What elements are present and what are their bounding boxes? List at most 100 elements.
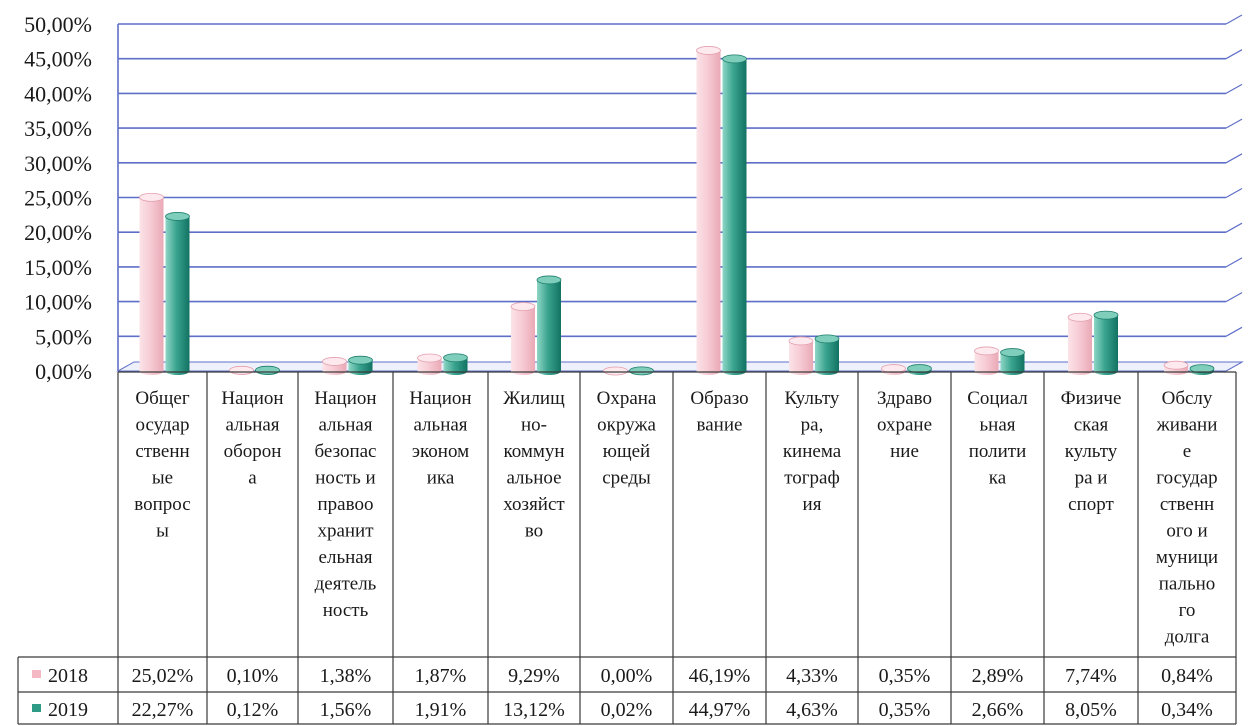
bar-top xyxy=(1000,348,1025,357)
data-label-2019: 2,66% xyxy=(972,699,1024,721)
bar-top xyxy=(139,192,164,202)
gridlines xyxy=(116,14,1244,372)
bar-top xyxy=(229,365,254,375)
bar-body xyxy=(815,338,839,371)
bar-top xyxy=(814,334,840,344)
bar-top xyxy=(1189,364,1215,374)
category-label: Жилищ но-коммун альное хозяйст во xyxy=(503,388,565,542)
legend-swatch-2018 xyxy=(32,670,41,678)
bar-2019-2 xyxy=(255,365,280,375)
data-label-2019: 44,97% xyxy=(689,699,751,721)
bar-2018-8 xyxy=(788,336,814,375)
data-label-2019: 1,56% xyxy=(320,699,372,721)
bar-top xyxy=(603,366,628,376)
bar-body xyxy=(696,50,721,371)
bar-base xyxy=(1000,367,1025,375)
y-tick-label: 5,00% xyxy=(35,324,92,349)
bar-body xyxy=(511,306,535,371)
bar-base xyxy=(511,367,535,375)
bar-body xyxy=(322,361,347,371)
bar-top xyxy=(907,364,932,373)
bar-2019-10 xyxy=(1000,348,1025,375)
bar-base xyxy=(417,367,442,375)
bar-2019-1 xyxy=(165,212,190,375)
gridline-depth xyxy=(1225,49,1243,60)
category-label: Охрана окружа ющей среды xyxy=(597,388,657,489)
category-label: Культу ра, кинема тограф ия xyxy=(783,388,842,515)
data-label-2019: 0,12% xyxy=(227,699,279,721)
gridline-depth xyxy=(1225,14,1243,25)
bar-2018-5 xyxy=(510,302,536,375)
chart-floor xyxy=(116,361,1244,372)
bar-top xyxy=(322,357,347,366)
bar-top xyxy=(536,275,562,285)
bar-body xyxy=(1094,315,1118,371)
data-label-2018: 4,33% xyxy=(786,665,838,687)
bar-2018-4 xyxy=(417,353,442,375)
gridline-depth xyxy=(1225,222,1243,233)
category-label: Обслу живани е государ ственн ого и муници паль… xyxy=(1156,388,1219,648)
bar-2019-9 xyxy=(907,364,932,375)
gridline-depth xyxy=(1225,326,1243,337)
data-label-2018: 7,74% xyxy=(1065,665,1117,687)
bar-2018-2 xyxy=(229,365,254,375)
bar-top xyxy=(881,364,906,373)
bar-body xyxy=(348,360,373,371)
bar-base xyxy=(443,367,468,375)
bar-2019-12 xyxy=(1189,364,1215,375)
category-label: Социал ьная полити ка xyxy=(967,388,1028,489)
bar-base xyxy=(348,367,373,375)
gridline-depth xyxy=(1225,187,1243,199)
bar-top xyxy=(696,46,721,55)
data-label-2019: 0,35% xyxy=(879,699,931,721)
y-tick-label: 50,00% xyxy=(24,12,92,37)
bar-2018-10 xyxy=(974,346,999,375)
bar-2019-3 xyxy=(348,355,373,375)
bar-2018-12 xyxy=(1163,360,1189,375)
bar-base xyxy=(165,367,190,375)
bar-2019-6 xyxy=(629,366,654,376)
bar-body xyxy=(1000,352,1025,371)
bar-2019-5 xyxy=(536,275,562,375)
data-label-2019: 13,12% xyxy=(503,699,565,721)
data-label-2019: 0,34% xyxy=(1161,699,1213,721)
data-label-2019: 22,27% xyxy=(132,699,194,721)
data-label-2018: 0,84% xyxy=(1161,665,1213,687)
gridline-depth xyxy=(1225,118,1243,129)
bar-base xyxy=(696,367,721,375)
bar-top xyxy=(510,302,536,311)
bar-top xyxy=(722,54,747,64)
bar-base xyxy=(815,367,839,375)
bar-top xyxy=(443,353,468,363)
gridline-depth xyxy=(1225,83,1243,94)
bar-top xyxy=(255,365,280,375)
bar-body xyxy=(139,197,164,371)
bar-2019-11 xyxy=(1093,310,1119,375)
data-label-2019: 0,02% xyxy=(601,699,653,721)
data-label-2018: 1,38% xyxy=(320,665,372,687)
y-tick-label: 0,00% xyxy=(35,359,92,384)
bar-top xyxy=(629,366,654,376)
bar-body xyxy=(789,340,813,371)
bar-body xyxy=(1068,317,1092,371)
y-tick-label: 30,00% xyxy=(24,151,92,176)
bar-base xyxy=(322,367,347,375)
bar-base xyxy=(722,367,747,375)
legend-label-2018: 2018 xyxy=(48,665,88,687)
category-label: Национ альная оборон а xyxy=(221,388,283,489)
bar-top xyxy=(1163,360,1189,370)
bar-top xyxy=(1067,312,1093,322)
bar-2019-8 xyxy=(814,334,840,375)
bar-base xyxy=(1094,367,1118,375)
y-tick-label: 35,00% xyxy=(24,116,92,141)
bar-2019-7 xyxy=(722,54,747,375)
category-label: Национ альная эконом ика xyxy=(409,388,471,489)
y-axis-tick-labels: 0,00% 5,00% 10,00% 15,00% 20,00% 25,00% 30,00%… xyxy=(24,12,92,384)
data-label-2018: 46,19% xyxy=(689,665,751,687)
bar-body xyxy=(165,216,190,371)
bar-top xyxy=(1093,310,1119,320)
gridline-depth xyxy=(1225,153,1243,164)
data-label-2018: 0,10% xyxy=(227,665,279,687)
category-label: Здраво охране ние xyxy=(877,388,932,462)
bar-top xyxy=(417,353,442,363)
